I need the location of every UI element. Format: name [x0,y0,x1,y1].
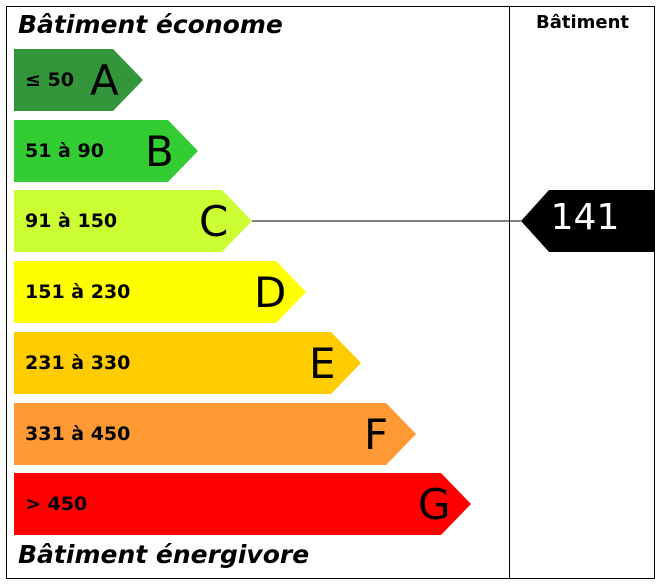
column-divider [509,6,510,579]
class-letter-a: A [90,56,119,105]
range-label-f: 331 à 450 [25,423,131,445]
class-letter-f: F [364,410,389,459]
range-label-e: 231 à 330 [25,352,131,374]
label-frame [6,6,655,579]
class-bar-d [14,261,306,323]
class-bar-a [14,49,143,111]
title-econome: Bâtiment économe [18,10,283,39]
class-letter-c: C [199,197,229,246]
range-label-d: 151 à 230 [25,281,131,303]
column-header-batiment: Bâtiment [535,12,630,33]
class-letter-d: D [254,268,287,317]
class-bar-e [14,332,361,394]
class-letter-e: E [309,339,336,388]
class-bar-g [14,473,471,535]
class-bar-c [14,190,252,252]
range-label-g: > 450 [25,493,88,515]
title-energivore: Bâtiment énergivore [18,540,310,569]
range-label-c: 91 à 150 [25,210,118,232]
indicator-value: 141 [550,197,620,238]
indicator-arrow [521,190,655,252]
range-label-b: 51 à 90 [25,140,104,162]
class-letter-g: G [418,480,451,529]
class-bar-b [14,120,198,182]
class-bar-f [14,403,416,465]
class-letter-b: B [145,127,174,176]
range-label-a: ≤ 50 [25,69,74,91]
